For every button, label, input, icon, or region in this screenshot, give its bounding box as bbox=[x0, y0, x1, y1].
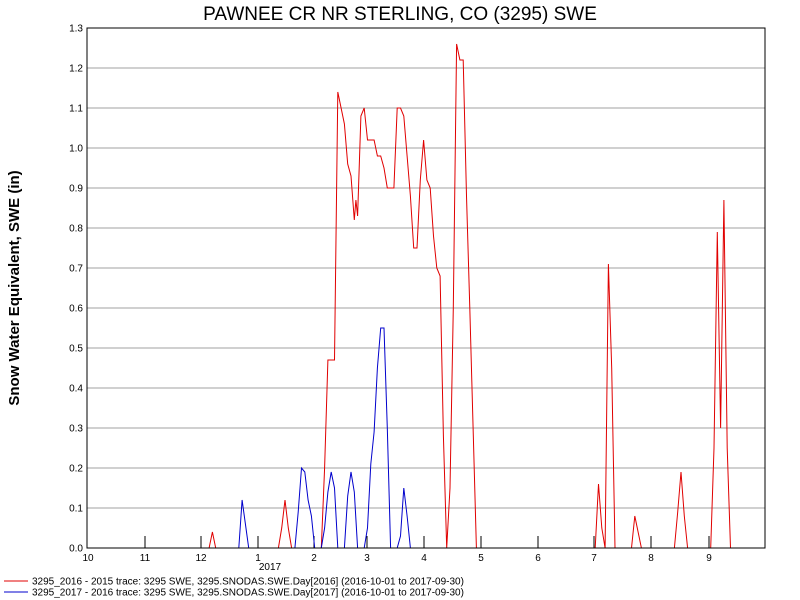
x-tick-label: 1 bbox=[255, 553, 261, 564]
axis-ticks: 0.0 0.1 0.2 0.3 0.4 0.5 0.6 0.7 0.8 0.9 1.0 1.1 1.2 1… bbox=[69, 24, 712, 565]
x-tick-label: 4 bbox=[421, 553, 427, 564]
y-tick-label: 0.7 bbox=[69, 264, 83, 275]
x-tick-label: 12 bbox=[195, 553, 207, 564]
y-tick-label: 0.0 bbox=[69, 544, 83, 555]
series-line-2 bbox=[238, 327, 411, 549]
x-tick-label: 3 bbox=[364, 553, 370, 564]
y-tick-label: 0.1 bbox=[69, 504, 83, 515]
y-tick-label: 1.0 bbox=[69, 144, 83, 155]
x-tick-label: 8 bbox=[648, 553, 654, 564]
legend: 3295_2016 - 2015 trace: 3295 SWE, 3295.S… bbox=[4, 577, 464, 599]
x-tick-label: 6 bbox=[535, 553, 541, 564]
x-tick-label: 9 bbox=[706, 553, 712, 564]
y-tick-label: 1.3 bbox=[69, 24, 83, 35]
grid-lines bbox=[87, 67, 765, 548]
y-tick-label: 0.8 bbox=[69, 224, 83, 235]
y-tick-label: 0.2 bbox=[69, 464, 83, 475]
x-tick-label: 10 bbox=[82, 553, 94, 564]
series-lines bbox=[208, 43, 731, 549]
x-tick-label: 2 bbox=[311, 553, 317, 564]
y-tick-label: 0.6 bbox=[69, 304, 83, 315]
x-tick-label: 5 bbox=[478, 553, 484, 564]
y-tick-label: 0.5 bbox=[69, 344, 83, 355]
chart-title: PAWNEE CR NR STERLING, CO (3295) SWE bbox=[203, 4, 597, 25]
y-tick-label: 1.2 bbox=[69, 64, 83, 75]
plot-frame bbox=[86, 27, 766, 549]
y-tick-label: 0.9 bbox=[69, 184, 83, 195]
y-tick-label: 0.3 bbox=[69, 424, 83, 435]
x-tick-label: 7 bbox=[591, 553, 597, 564]
legend-label-1: 3295_2016 - 2015 trace: 3295 SWE, 3295.S… bbox=[32, 577, 464, 588]
y-tick-label: 0.4 bbox=[69, 384, 83, 395]
y-tick-label: 1.1 bbox=[69, 104, 83, 115]
y-axis-label: Snow Water Equivalent, SWE (in) bbox=[6, 170, 23, 405]
legend-label-2: 3295_2017 - 2016 trace: 3295 SWE, 3295.S… bbox=[32, 588, 464, 599]
x-tick-label: 11 bbox=[140, 553, 151, 564]
series-line-1 bbox=[208, 43, 731, 549]
x-year-label: 2017 bbox=[259, 562, 282, 573]
